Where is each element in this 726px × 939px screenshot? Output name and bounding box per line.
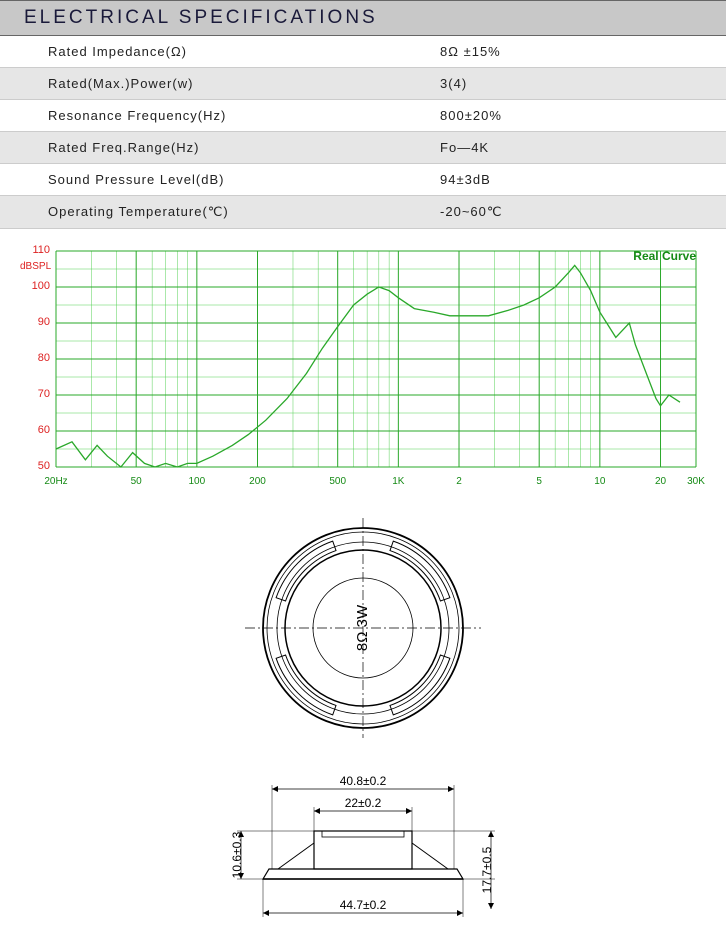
svg-text:10.6±0.3: 10.6±0.3 <box>230 831 244 878</box>
y-tick-label: 50 <box>10 460 50 472</box>
spec-label: Rated(Max.)Power(w) <box>0 68 392 100</box>
y-tick-label: 90 <box>10 316 50 328</box>
x-tick-label: 30K <box>687 476 705 487</box>
y-tick-label: 100 <box>10 280 50 292</box>
y-tick-label: 70 <box>10 388 50 400</box>
spec-row: Rated Impedance(Ω)8Ω ±15% <box>0 36 726 68</box>
spec-label: Rated Impedance(Ω) <box>0 36 392 68</box>
x-tick-label: 200 <box>249 476 266 487</box>
spec-table: Rated Impedance(Ω)8Ω ±15%Rated(Max.)Powe… <box>0 36 726 229</box>
spec-value: 800±20% <box>392 100 726 132</box>
speaker-side-view: 40.8±0.2 22±0.2 44.7±0.2 10.6±0.3 17.7±0.5 <box>183 749 543 939</box>
spec-label: Resonance Frequency(Hz) <box>0 100 392 132</box>
section-title: ELECTRICAL SPECIFICATIONS <box>0 0 726 36</box>
spec-row: Rated(Max.)Power(w)3(4) <box>0 68 726 100</box>
y-tick-label: 80 <box>10 352 50 364</box>
y-tick-label: 110 <box>10 244 50 256</box>
x-tick-label: 5 <box>536 476 542 487</box>
speaker-top-view: 8Ω 3W <box>233 513 493 743</box>
x-tick-label: 10 <box>594 476 605 487</box>
y-tick-label: 60 <box>10 424 50 436</box>
speaker-marking: 8Ω 3W <box>354 604 371 651</box>
x-tick-label: 1K <box>392 476 404 487</box>
mechanical-drawings: 8Ω 3W 40.8±0.2 22±0.2 44.7±0.2 10.6±0.3 17.7… <box>0 513 726 939</box>
spec-value: -20~60℃ <box>392 196 726 229</box>
x-tick-label: 500 <box>329 476 346 487</box>
spec-row: Operating Temperature(℃)-20~60℃ <box>0 196 726 229</box>
spec-value: 94±3dB <box>392 164 726 196</box>
svg-text:22±0.2: 22±0.2 <box>345 796 382 810</box>
spec-value: Fo—4K <box>392 132 726 164</box>
x-tick-label: 2 <box>456 476 462 487</box>
spec-label: Operating Temperature(℃) <box>0 196 392 229</box>
x-tick-label: 100 <box>189 476 206 487</box>
x-tick-label: 20 <box>655 476 666 487</box>
x-tick-label: 20Hz <box>44 476 67 487</box>
spec-label: Sound Pressure Level(dB) <box>0 164 392 196</box>
svg-text:44.7±0.2: 44.7±0.2 <box>340 898 387 912</box>
spec-value: 3(4) <box>392 68 726 100</box>
svg-text:40.8±0.2: 40.8±0.2 <box>340 774 387 788</box>
spec-value: 8Ω ±15% <box>392 36 726 68</box>
spec-row: Sound Pressure Level(dB)94±3dB <box>0 164 726 196</box>
frequency-response-chart: dBSPL Real Curve 506070809010011020Hz501… <box>12 245 702 485</box>
spec-label: Rated Freq.Range(Hz) <box>0 132 392 164</box>
x-tick-label: 50 <box>131 476 142 487</box>
spec-row: Resonance Frequency(Hz)800±20% <box>0 100 726 132</box>
svg-text:17.7±0.5: 17.7±0.5 <box>480 846 494 893</box>
spec-row: Rated Freq.Range(Hz)Fo—4K <box>0 132 726 164</box>
